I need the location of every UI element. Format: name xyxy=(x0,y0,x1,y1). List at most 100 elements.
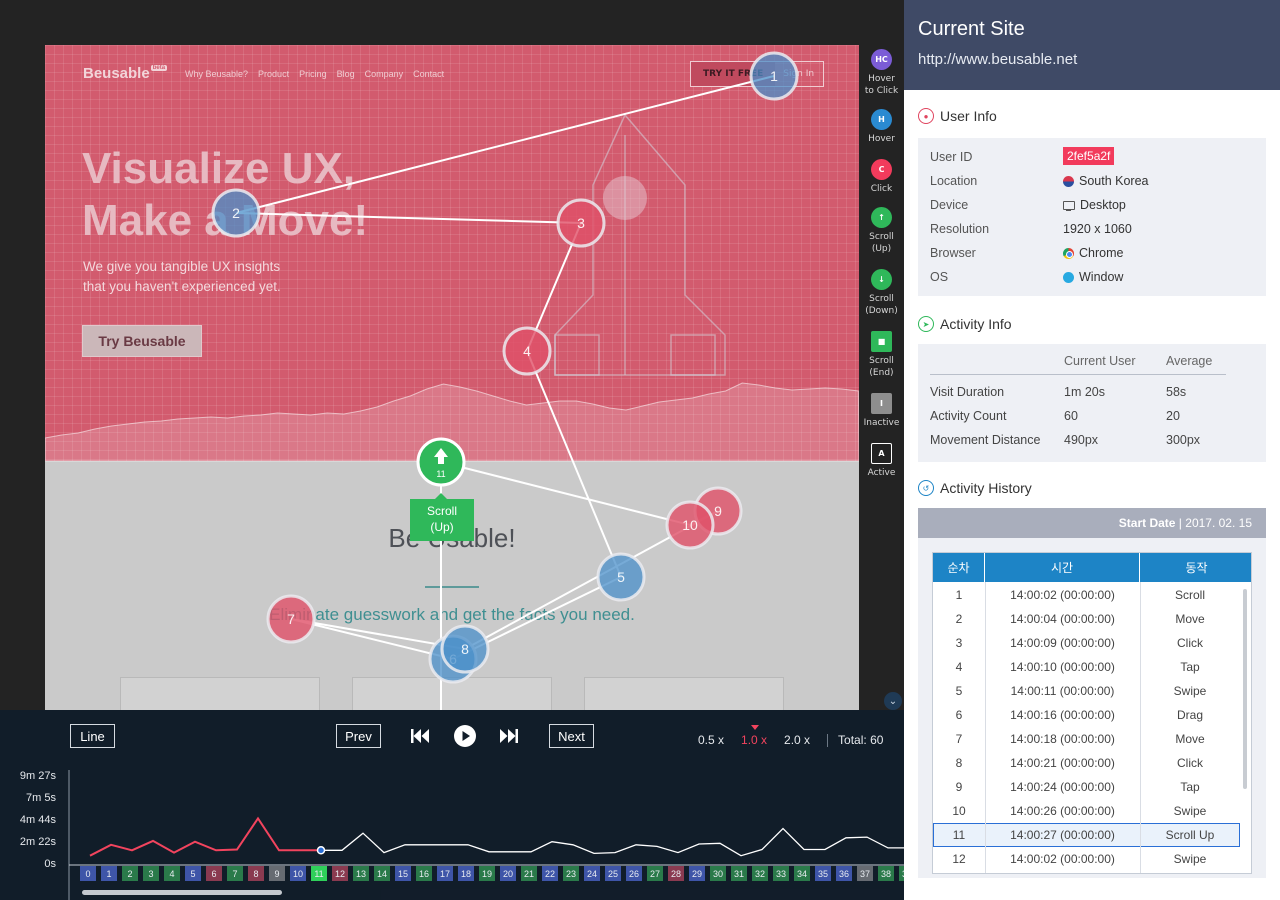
legend-tool-label-line: (End) xyxy=(869,368,894,378)
history-row[interactable]: 9 14:00:24 (00:00:00) Tap xyxy=(933,775,1240,799)
legend-tool-scroll-end[interactable]: ■ Scroll (End) xyxy=(859,331,904,379)
timeline-point xyxy=(236,849,238,851)
skip-back-icon[interactable] xyxy=(410,727,430,745)
timeline-tick[interactable]: 8 xyxy=(248,866,264,881)
legend-tool-hover[interactable]: H Hover xyxy=(859,109,904,145)
timeline-tick[interactable]: 1 xyxy=(101,866,117,881)
monitor-icon xyxy=(1063,200,1075,211)
history-row[interactable]: 7 14:00:18 (00:00:00) Move xyxy=(933,727,1240,751)
legend-tool-scroll-up[interactable]: ↑ Scroll (Up) xyxy=(859,207,904,255)
legend-tool-label-line: Scroll xyxy=(869,232,894,242)
history-row[interactable]: 10 14:00:26 (00:00:00) Swipe xyxy=(933,799,1240,823)
timeline-tick[interactable]: 15 xyxy=(395,866,411,881)
timeline-tick[interactable]: 12 xyxy=(332,866,348,881)
timeline-tick[interactable]: 28 xyxy=(668,866,684,881)
current-site-header: Current Site http://www.beusable.net xyxy=(904,0,1280,90)
timeline-tick[interactable]: 7 xyxy=(227,866,243,881)
line-toggle-button[interactable]: Line xyxy=(70,724,115,748)
timeline-tick[interactable]: 34 xyxy=(794,866,810,881)
history-scrollbar[interactable] xyxy=(1243,589,1247,789)
history-cell-action: Scroll Up xyxy=(1165,828,1215,842)
speed-option-active[interactable]: 1.0 x xyxy=(741,725,768,747)
timeline-tick[interactable]: 18 xyxy=(458,866,474,881)
timeline-point xyxy=(761,849,763,851)
history-row[interactable]: 11 14:00:27 (00:00:00) Scroll Up xyxy=(933,823,1240,847)
timeline-tick[interactable]: 9 xyxy=(269,866,285,881)
timeline-tick[interactable]: 26 xyxy=(626,866,642,881)
history-row[interactable]: 1 14:00:02 (00:00:00) Scroll xyxy=(933,583,1240,607)
history-row[interactable]: 8 14:00:21 (00:00:00) Click xyxy=(933,751,1240,775)
start-date-bar: Start Date | 2017. 02. 15 xyxy=(918,508,1266,538)
timeline-tick[interactable]: 0 xyxy=(80,866,96,881)
site-subtitle-line: We give you tangible UX insights xyxy=(83,259,281,274)
history-cell-n: 12 xyxy=(952,852,966,866)
next-button[interactable]: Next xyxy=(549,724,594,748)
marker-number: 10 xyxy=(682,517,698,533)
path-overlay: 1234567891011Scroll(Up) xyxy=(45,51,859,710)
click-marker-circle xyxy=(266,594,316,644)
timeline-tick-current[interactable]: 11 xyxy=(311,866,327,881)
speed-option[interactable]: 2.0 x xyxy=(784,733,811,747)
marker-10[interactable]: 10 xyxy=(665,500,715,550)
legend-tool-active[interactable]: A Active xyxy=(859,443,904,479)
timeline-chart[interactable] xyxy=(0,710,904,900)
chrome-icon xyxy=(1063,247,1074,259)
timeline-tick[interactable]: 13 xyxy=(353,866,369,881)
timeline-tick[interactable]: 25 xyxy=(605,866,621,881)
timeline-tick[interactable]: 17 xyxy=(437,866,453,881)
marker-8[interactable]: 8 xyxy=(440,624,490,674)
timeline-tick[interactable]: 30 xyxy=(710,866,726,881)
timeline-tick[interactable]: 10 xyxy=(290,866,306,881)
timeline-tick[interactable]: 2 xyxy=(122,866,138,881)
marker-2[interactable]: 2 xyxy=(211,188,261,238)
marker-4[interactable]: 4 xyxy=(502,326,552,376)
timeline-tick[interactable]: 3 xyxy=(143,866,159,881)
timeline-tick[interactable]: 38 xyxy=(878,866,894,881)
timeline-scrollbar[interactable] xyxy=(82,890,282,895)
timeline-tick[interactable]: 23 xyxy=(563,866,579,881)
history-row[interactable]: 6 14:00:16 (00:00:00) Drag xyxy=(933,703,1240,727)
timeline-tick[interactable]: 21 xyxy=(521,866,537,881)
timeline-tick[interactable]: 16 xyxy=(416,866,432,881)
timeline-tick[interactable]: 14 xyxy=(374,866,390,881)
timeline-tick[interactable]: 33 xyxy=(773,866,789,881)
legend-tool-click[interactable]: C Click xyxy=(859,159,904,195)
timeline-tick[interactable]: 24 xyxy=(584,866,600,881)
collapse-chevron-icon[interactable]: ⌄ xyxy=(884,692,902,710)
speed-option[interactable]: 0.5 x xyxy=(698,733,725,747)
timeline-tick[interactable]: 29 xyxy=(689,866,705,881)
activity-average: 300px xyxy=(1166,433,1201,447)
history-row[interactable]: 12 14:00:02 (00:00:00) Swipe xyxy=(933,847,1240,871)
timeline-tick[interactable]: 31 xyxy=(731,866,747,881)
timeline-tick[interactable]: 35 xyxy=(815,866,831,881)
marker-3[interactable]: 3 xyxy=(556,198,606,248)
timeline-tick[interactable]: 6 xyxy=(206,866,222,881)
history-row[interactable]: 2 14:00:04 (00:00:00) Move xyxy=(933,607,1240,631)
prev-button[interactable]: Prev xyxy=(336,724,381,748)
history-row[interactable]: 5 14:00:11 (00:00:00) Swipe xyxy=(933,679,1240,703)
user-info-box: User ID 2fef5a2f Location South Korea De… xyxy=(918,138,1266,296)
skip-forward-icon[interactable] xyxy=(499,727,519,745)
timeline-tick[interactable]: 37 xyxy=(857,866,873,881)
hover-to-click-icon: HC xyxy=(871,49,892,70)
history-row[interactable]: 4 14:00:10 (00:00:00) Tap xyxy=(933,655,1240,679)
timeline-tick[interactable]: 5 xyxy=(185,866,201,881)
timeline-tick[interactable]: 19 xyxy=(479,866,495,881)
timeline-tick[interactable]: 32 xyxy=(752,866,768,881)
play-icon[interactable] xyxy=(454,725,476,747)
legend-tool-hover-to-click[interactable]: HC Hover to Click xyxy=(859,49,904,97)
timeline-tick[interactable]: 36 xyxy=(836,866,852,881)
marker-1[interactable]: 1 xyxy=(749,51,799,101)
timeline-tick[interactable]: 22 xyxy=(542,866,558,881)
timeline-future-line xyxy=(321,827,904,857)
timeline-tick[interactable]: 20 xyxy=(500,866,516,881)
legend-tool-scroll-down[interactable]: ↓ Scroll (Down) xyxy=(859,269,904,317)
history-row[interactable]: 3 14:00:09 (00:00:00) Click xyxy=(933,631,1240,655)
timeline-tick[interactable]: 27 xyxy=(647,866,663,881)
marker-7[interactable]: 7 xyxy=(266,594,316,644)
timeline-tick[interactable]: 4 xyxy=(164,866,180,881)
legend-tool-inactive[interactable]: I Inactive xyxy=(859,393,904,429)
marker-11[interactable]: 11 xyxy=(416,437,466,487)
marker-5[interactable]: 5 xyxy=(596,552,646,602)
y-tick-label: 9m 27s xyxy=(19,770,56,782)
